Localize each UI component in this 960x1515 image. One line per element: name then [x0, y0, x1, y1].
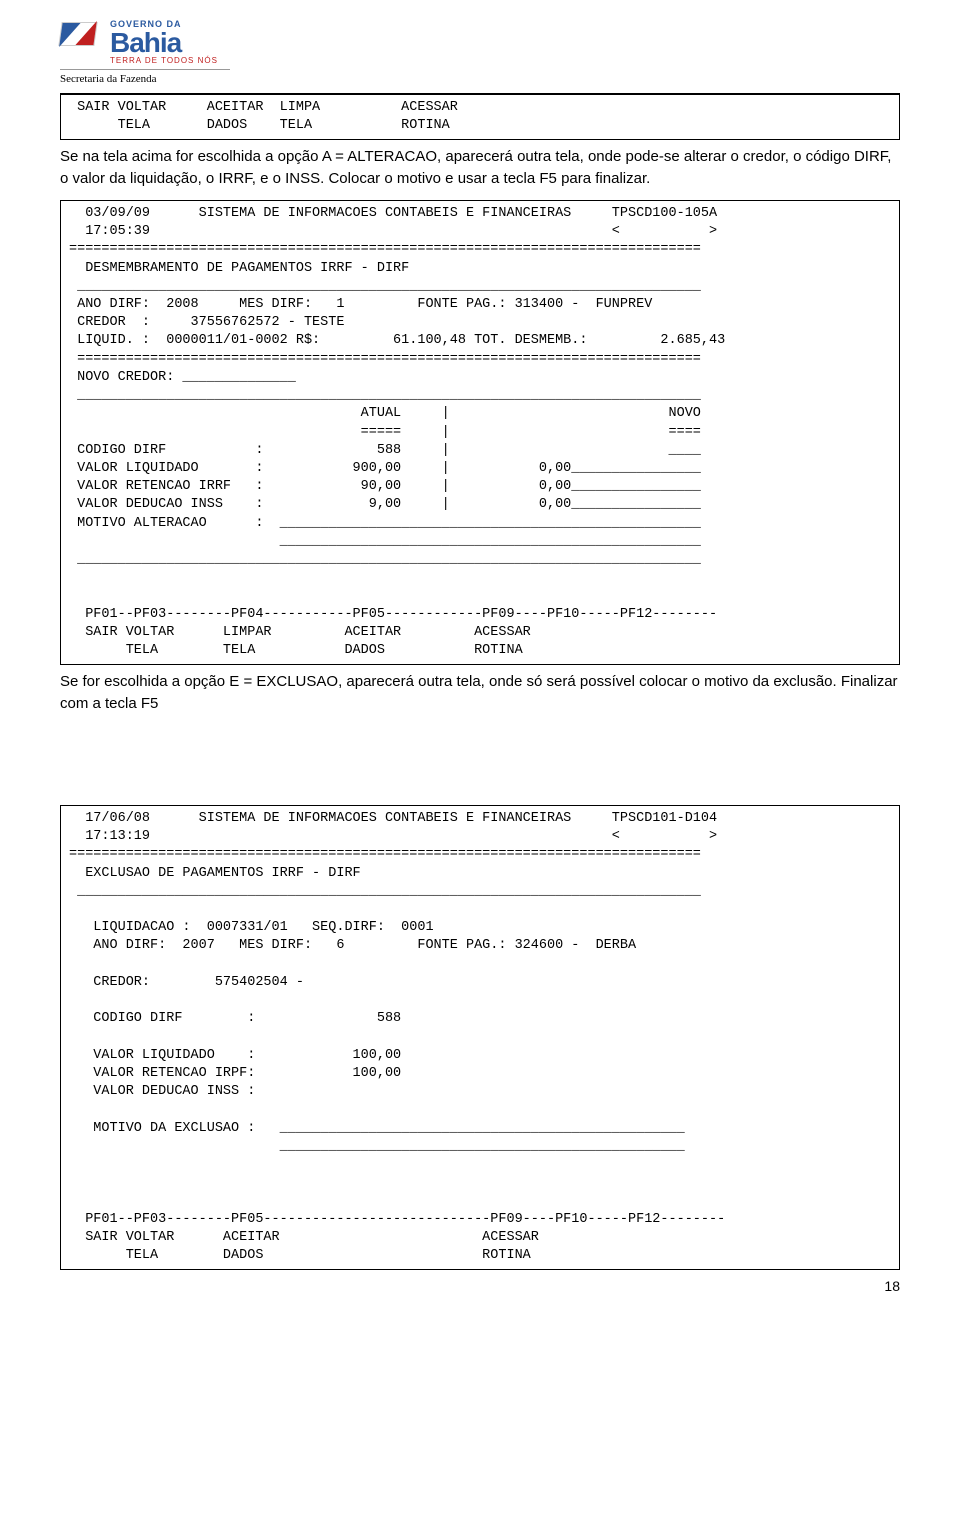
- terminal-screen-footer-keys: SAIR VOLTAR ACEITAR LIMPA ACESSAR TELA D…: [60, 94, 900, 140]
- term-line: VALOR RETENCAO IRPF: 100,00: [69, 1066, 401, 1081]
- term-line: ATUAL | NOVO: [69, 406, 701, 421]
- term-line: CREDOR: 575402504 -: [69, 975, 304, 990]
- term-line: SAIR VOLTAR ACEITAR LIMPA ACESSAR: [69, 100, 458, 115]
- term-line: TELA TELA DADOS ROTINA: [69, 643, 523, 658]
- logo-department: Secretaria da Fazenda: [60, 69, 230, 85]
- term-line: CODIGO DIRF : 588 | ____: [69, 443, 701, 458]
- instruction-paragraph-2: Se for escolhida a opção E = EXCLUSAO, a…: [60, 671, 900, 715]
- header-logo: GOVERNO DA Bahia TERRA DE TODOS NÓS Secr…: [60, 20, 900, 85]
- term-line: 17:13:19 < >: [69, 829, 717, 844]
- term-line: TELA DADOS ROTINA: [69, 1248, 531, 1263]
- term-line: 17/06/08 SISTEMA DE INFORMACOES CONTABEI…: [69, 811, 717, 826]
- instruction-paragraph-1: Se na tela acima for escolhida a opção A…: [60, 146, 900, 190]
- term-line: VALOR DEDUCAO INSS :: [69, 1084, 255, 1099]
- term-line: SAIR VOLTAR LIMPAR ACEITAR ACESSAR: [69, 625, 531, 640]
- term-line: PF01--PF03--------PF05------------------…: [69, 1212, 725, 1227]
- spacer: [60, 725, 900, 805]
- term-line: ________________________________________…: [69, 552, 701, 567]
- term-line: NOVO CREDOR: ______________: [69, 370, 296, 385]
- term-line: CODIGO DIRF : 588: [69, 1011, 401, 1026]
- term-line: CREDOR : 37556762572 - TESTE: [69, 315, 344, 330]
- terminal-screen-alteracao: 03/09/09 SISTEMA DE INFORMACOES CONTABEI…: [60, 200, 900, 665]
- term-line: VALOR LIQUIDADO : 900,00 | 0,00_________…: [69, 461, 701, 476]
- term-line: LIQUIDACAO : 0007331/01 SEQ.DIRF: 0001: [69, 920, 434, 935]
- term-line: MOTIVO ALTERACAO : _____________________…: [69, 516, 701, 531]
- term-line: 17:05:39 < >: [69, 224, 717, 239]
- term-line: ANO DIRF: 2007 MES DIRF: 6 FONTE PAG.: 3…: [69, 938, 636, 953]
- term-line: ===== | ====: [69, 425, 701, 440]
- term-line: ________________________________________…: [69, 884, 701, 899]
- term-line: ________________________________________…: [69, 534, 701, 549]
- logo-tagline: TERRA DE TODOS NÓS: [110, 57, 218, 65]
- term-line: DESMEMBRAMENTO DE PAGAMENTOS IRRF - DIRF: [69, 261, 409, 276]
- term-line: ________________________________________…: [69, 388, 701, 403]
- term-line: 03/09/09 SISTEMA DE INFORMACOES CONTABEI…: [69, 206, 717, 221]
- term-line: ========================================…: [69, 847, 701, 862]
- page-number: 18: [60, 1278, 900, 1294]
- term-line: VALOR DEDUCAO INSS : 9,00 | 0,00________…: [69, 497, 701, 512]
- term-line: SAIR VOLTAR ACEITAR ACESSAR: [69, 1230, 539, 1245]
- term-line: VALOR RETENCAO IRRF : 90,00 | 0,00______…: [69, 479, 701, 494]
- term-line: TELA DADOS TELA ROTINA: [69, 118, 450, 133]
- term-line: ========================================…: [69, 352, 701, 367]
- term-line: EXCLUSAO DE PAGAMENTOS IRRF - DIRF: [69, 866, 361, 881]
- term-line: ========================================…: [69, 242, 701, 257]
- term-line: ________________________________________…: [69, 1139, 685, 1154]
- flag-icon: [60, 22, 102, 64]
- term-line: MOTIVO DA EXCLUSAO : ___________________…: [69, 1121, 685, 1136]
- logo-state-text: Bahia: [110, 29, 218, 57]
- term-line: ________________________________________…: [69, 279, 701, 294]
- term-line: ANO DIRF: 2008 MES DIRF: 1 FONTE PAG.: 3…: [69, 297, 652, 312]
- terminal-screen-exclusao: 17/06/08 SISTEMA DE INFORMACOES CONTABEI…: [60, 805, 900, 1270]
- term-line: PF01--PF03--------PF04-----------PF05---…: [69, 607, 717, 622]
- term-line: VALOR LIQUIDADO : 100,00: [69, 1048, 401, 1063]
- term-line: LIQUID. : 0000011/01-0002 R$: 61.100,48 …: [69, 333, 725, 348]
